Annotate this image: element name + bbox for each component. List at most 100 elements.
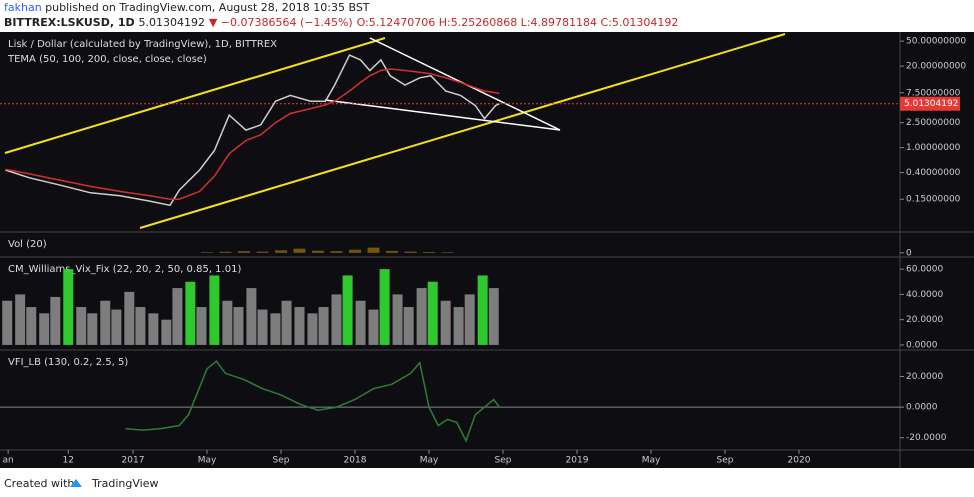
author[interactable]: fakhan bbox=[4, 1, 42, 14]
ohlc: O:5.12470706 H:5.25260868 L:4.89781184 C… bbox=[357, 16, 679, 29]
bar bbox=[201, 252, 214, 253]
bar bbox=[246, 288, 257, 345]
last-price-label: 5.01304192 bbox=[904, 99, 958, 109]
bar bbox=[379, 269, 390, 345]
change: ▼ −0.07386564 (−1.45%) bbox=[209, 16, 353, 29]
bar bbox=[403, 307, 414, 345]
bar bbox=[100, 300, 111, 345]
series-line bbox=[5, 68, 500, 200]
y-tick-label: -20.0000 bbox=[906, 433, 947, 443]
bar bbox=[196, 307, 207, 345]
bar bbox=[386, 250, 399, 253]
bar bbox=[135, 307, 146, 345]
bar bbox=[256, 251, 269, 253]
bar bbox=[185, 281, 196, 345]
last: 5.01304192 bbox=[139, 16, 205, 29]
x-tick-label: 12 bbox=[63, 456, 74, 466]
bar bbox=[404, 251, 417, 253]
y-tick-label: 1.00000000 bbox=[906, 143, 961, 153]
header-line: fakhan published on TradingView.com, Aug… bbox=[4, 1, 370, 14]
bar bbox=[63, 269, 74, 345]
bar bbox=[172, 288, 183, 345]
bar bbox=[219, 251, 232, 253]
published: published on TradingView.com, August 28,… bbox=[45, 1, 370, 14]
panel-subtitle: TEMA (50, 100, 200, close, close, close) bbox=[7, 54, 207, 65]
chart-background bbox=[0, 32, 974, 468]
drawings bbox=[4, 33, 786, 229]
y-tick-label: 20.00000000 bbox=[906, 62, 966, 72]
y-tick-label: 0.0000 bbox=[906, 403, 938, 413]
wedge-lower bbox=[324, 99, 561, 131]
bar bbox=[440, 300, 451, 345]
bar bbox=[367, 247, 380, 253]
y-tick-label: 0.0000 bbox=[906, 340, 938, 350]
bar bbox=[427, 281, 438, 345]
bar bbox=[15, 294, 26, 345]
footer-brand[interactable]: TradingView bbox=[91, 477, 158, 490]
bar bbox=[270, 313, 281, 345]
bar bbox=[275, 250, 288, 253]
bar bbox=[331, 294, 342, 345]
y-tick-label: 0.40000000 bbox=[906, 168, 961, 178]
bar bbox=[2, 300, 13, 345]
panel-title: CM_Williams_Vix_Fix (22, 20, 2, 50, 0.85… bbox=[8, 264, 241, 275]
x-tick-label: May bbox=[420, 456, 439, 466]
separators bbox=[0, 32, 974, 468]
bar bbox=[76, 307, 87, 345]
y-tick-label: 7.50000000 bbox=[906, 88, 961, 98]
bar bbox=[441, 252, 454, 253]
x-tick-label: 2020 bbox=[788, 456, 811, 466]
x-tick-label: an bbox=[3, 456, 14, 466]
x-tick-label: 2018 bbox=[344, 456, 367, 466]
y-tick-label: 60.0000 bbox=[906, 265, 943, 275]
bar bbox=[318, 307, 329, 345]
x-tick-label: 2017 bbox=[122, 456, 145, 466]
bar bbox=[330, 251, 343, 253]
x-tick-label: May bbox=[198, 456, 217, 466]
symbol-line: BITTREX:LSKUSD, 1D 5.01304192 ▼ −0.07386… bbox=[4, 16, 678, 29]
panel-title: Vol (20) bbox=[8, 239, 47, 250]
bar bbox=[368, 309, 379, 345]
bar bbox=[307, 313, 318, 345]
y-tick-label: 50.00000000 bbox=[906, 37, 966, 47]
y-tick-label: 40.0000 bbox=[906, 290, 943, 300]
channel-lower bbox=[139, 33, 786, 229]
bar bbox=[453, 307, 464, 345]
bar bbox=[209, 275, 220, 345]
series-line bbox=[125, 360, 500, 443]
last-price-box bbox=[900, 96, 960, 111]
bar bbox=[281, 300, 292, 345]
y-tick-label: 20.0000 bbox=[906, 315, 943, 325]
series-line bbox=[5, 54, 500, 207]
bar bbox=[257, 309, 268, 345]
bar bbox=[349, 249, 362, 253]
logo bbox=[70, 479, 82, 487]
bar bbox=[423, 252, 436, 253]
bar bbox=[312, 250, 325, 253]
panel-title: VFI_LB (130, 0.2, 2.5, 5) bbox=[8, 357, 128, 368]
bar bbox=[392, 294, 403, 345]
y-tick-label: 20.0000 bbox=[906, 372, 943, 382]
bar bbox=[87, 313, 98, 345]
bar bbox=[124, 291, 135, 345]
bar bbox=[355, 300, 366, 345]
bar bbox=[26, 307, 37, 345]
x-tick-label: Sep bbox=[717, 456, 734, 466]
x-tick-label: 2019 bbox=[566, 456, 589, 466]
bar bbox=[161, 319, 172, 345]
footer-created: Created with bbox=[4, 477, 74, 490]
y-tick-label: 0 bbox=[906, 248, 912, 258]
x-tick-label: May bbox=[642, 456, 661, 466]
x-tick-label: Sep bbox=[495, 456, 512, 466]
bar bbox=[293, 248, 306, 253]
bar bbox=[50, 296, 61, 345]
bar bbox=[233, 307, 244, 345]
bar bbox=[342, 275, 353, 345]
bar bbox=[488, 288, 499, 345]
bar bbox=[416, 288, 427, 345]
bar bbox=[111, 309, 122, 345]
symbol: BITTREX:LSKUSD, 1D bbox=[4, 16, 135, 29]
bar bbox=[238, 251, 251, 253]
bar bbox=[148, 313, 159, 345]
